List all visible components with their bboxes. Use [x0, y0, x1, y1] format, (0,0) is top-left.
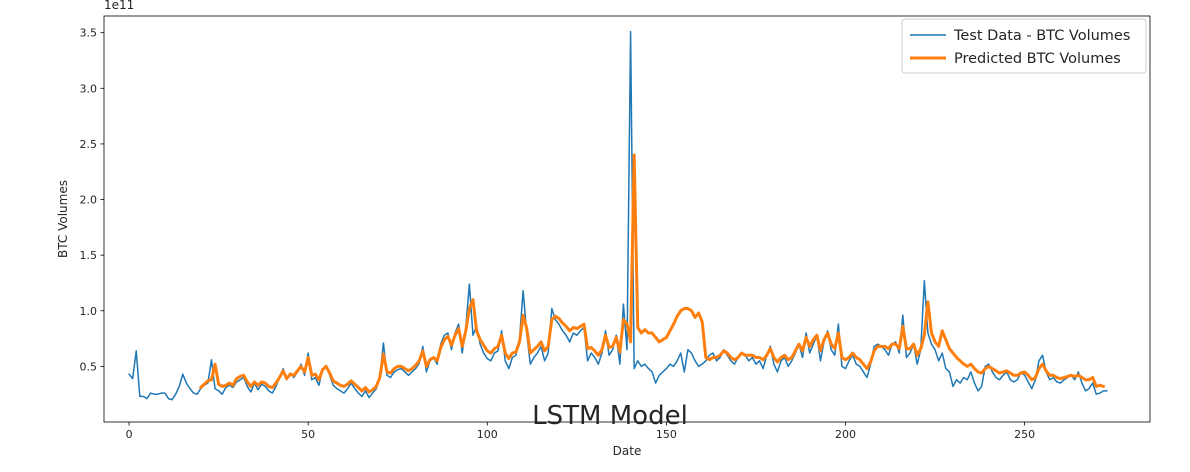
legend-box: [901, 18, 1147, 74]
plot-area: [104, 16, 1150, 422]
series-line-predicted: [199, 153, 1105, 394]
y-tick-label: 3.5: [80, 27, 98, 40]
y-offset-text: 1e11: [104, 0, 134, 12]
legend: Test Data - BTC Volumes Predicted BTC Vo…: [901, 18, 1147, 74]
x-tick-label: 250: [1014, 428, 1035, 441]
x-tick-label: 200: [835, 428, 856, 441]
y-axis-label: BTC Volumes: [56, 180, 70, 258]
x-tick-label: 100: [477, 428, 498, 441]
chart-annotation: LSTM Model: [532, 401, 688, 431]
x-axis-label: Date: [613, 444, 642, 458]
x-tick-label: 50: [301, 428, 315, 441]
legend-label-test: Test Data - BTC Volumes: [953, 28, 1130, 44]
x-tick-label: 0: [126, 428, 133, 441]
x-axis-ticks: 0 50 100 150 200 250: [126, 422, 1035, 441]
y-tick-label: 0.5: [80, 360, 98, 373]
plot-frame: [103, 15, 1151, 423]
y-tick-label: 1.5: [80, 249, 98, 262]
x-tick-label: 150: [656, 428, 677, 441]
y-tick-label: 1.0: [80, 305, 98, 318]
legend-label-predicted: Predicted BTC Volumes: [954, 51, 1121, 67]
series-layer: [128, 30, 1108, 401]
y-tick-label: 2.5: [80, 138, 98, 151]
y-tick-label: 3.0: [80, 82, 98, 95]
y-tick-label: 2.0: [80, 194, 98, 207]
y-axis-ticks: 0.5 1.0 1.5 2.0 2.5 3.0 3.5: [80, 27, 104, 373]
